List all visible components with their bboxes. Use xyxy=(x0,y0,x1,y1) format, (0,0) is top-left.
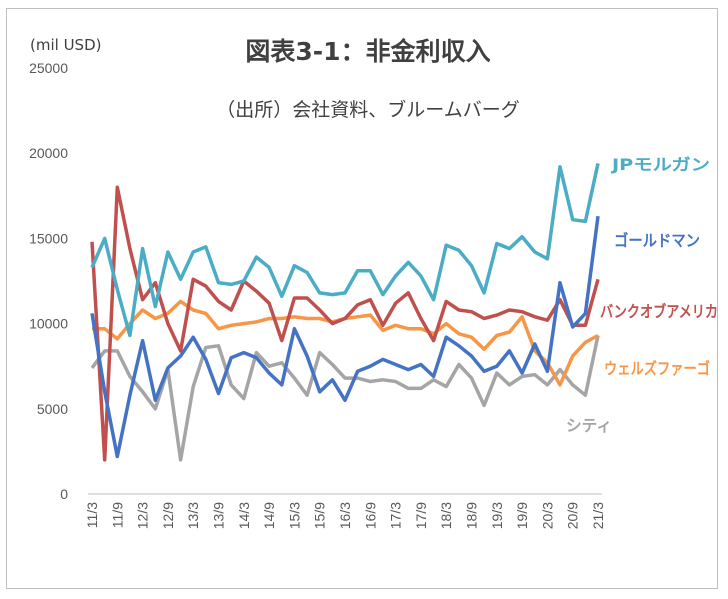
y-tick-label: 0 xyxy=(60,486,68,502)
series-label: ウェルズファーゴ xyxy=(604,359,710,378)
x-tick-label: 13/9 xyxy=(211,502,227,529)
chart-title: 図表3-1：非金利収入 xyxy=(245,37,490,66)
x-tick-label: 20/3 xyxy=(539,502,555,529)
x-tick-label: 13/3 xyxy=(185,502,201,529)
x-tick-label: 14/9 xyxy=(261,502,277,529)
series-label: シティ xyxy=(566,416,612,435)
y-tick-label: 10000 xyxy=(29,316,68,332)
x-tick-label: 19/9 xyxy=(514,502,530,529)
y-tick-label: 25000 xyxy=(29,60,68,76)
y-tick-label: 15000 xyxy=(29,230,68,246)
x-tick-label: 12/3 xyxy=(135,502,151,529)
series-lines xyxy=(90,163,600,462)
x-tick-label: 15/9 xyxy=(312,502,328,529)
x-tick-label: 14/3 xyxy=(236,502,252,529)
x-tick-label: 18/9 xyxy=(464,502,480,529)
series-label: JPモルガン xyxy=(611,155,710,174)
chart-subtitle: （出所）会社資料、ブルームバーグ xyxy=(216,98,519,121)
x-axis-ticks: 11/3 11/9 12/3 12/9 13/3 13/9 14/3 14/9 15/3 15/9… xyxy=(84,502,606,529)
y-tick-label: 20000 xyxy=(29,145,68,161)
y-tick-label: 5000 xyxy=(37,401,68,417)
x-tick-label: 20/9 xyxy=(565,502,581,529)
y-axis-unit: (mil USD) xyxy=(30,36,101,54)
series-line xyxy=(90,185,600,462)
x-tick-label: 17/9 xyxy=(413,502,429,529)
x-tick-label: 11/9 xyxy=(109,502,125,528)
series-line xyxy=(90,163,600,338)
series-line xyxy=(90,215,600,459)
series-label: バンクオブアメリカ xyxy=(600,302,718,321)
x-tick-label: 15/3 xyxy=(286,502,302,529)
x-tick-label: 11/3 xyxy=(84,502,100,528)
x-tick-label: 12/9 xyxy=(160,502,176,529)
series-label: ゴールドマン xyxy=(614,231,700,250)
x-tick-label: 21/3 xyxy=(590,502,606,529)
x-tick-label: 16/9 xyxy=(362,502,378,529)
series-line xyxy=(90,335,600,462)
x-tick-label: 17/3 xyxy=(388,502,404,529)
y-axis-ticks: 0 5000 10000 15000 20000 25000 xyxy=(29,60,68,502)
chart-frame xyxy=(6,8,718,589)
x-tick-label: 19/3 xyxy=(489,502,505,529)
x-tick-label: 16/3 xyxy=(337,502,353,529)
x-tick-label: 18/3 xyxy=(438,502,454,529)
